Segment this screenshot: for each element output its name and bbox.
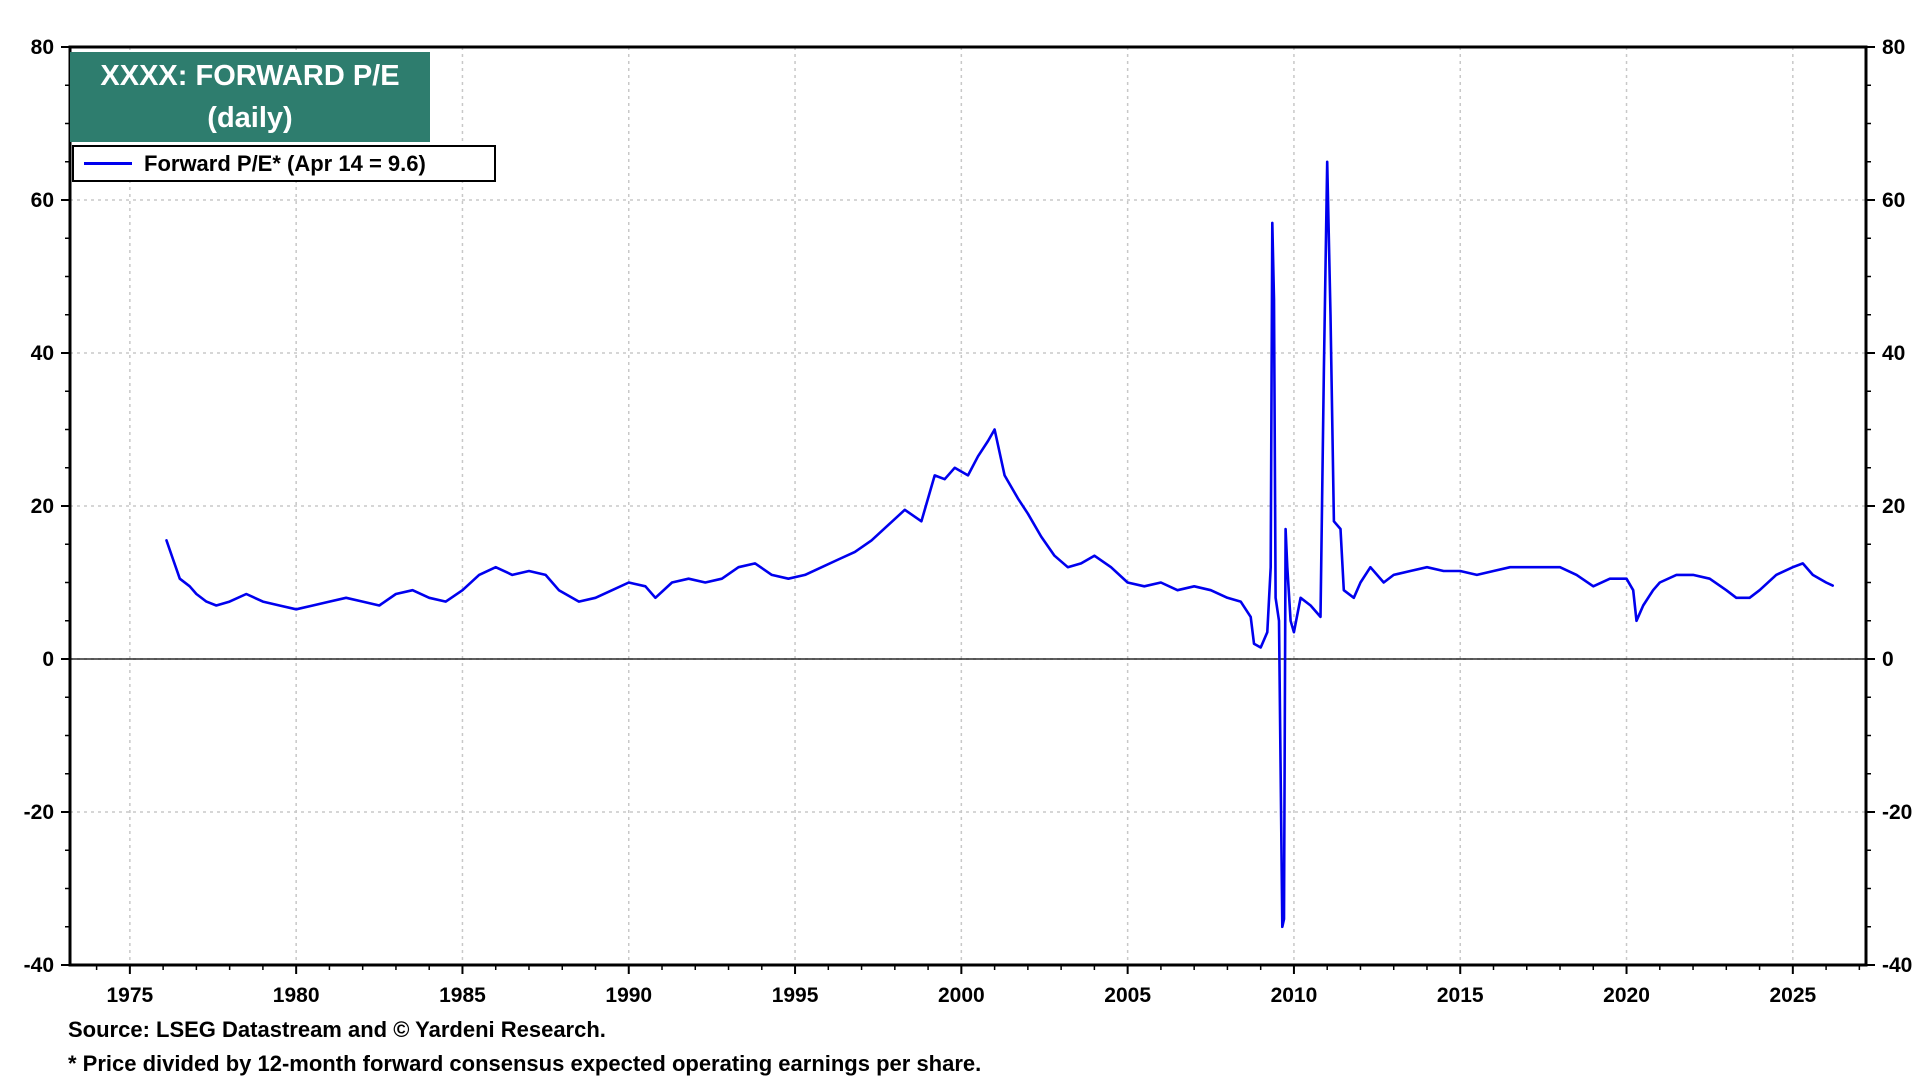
x-tick-label: 2010 [1271, 984, 1318, 1007]
y-tick-label-right: 40 [1882, 342, 1905, 365]
legend: Forward P/E* (Apr 14 = 9.6) [72, 145, 496, 182]
y-tick-label-right: 80 [1882, 36, 1905, 59]
x-tick-label: 1980 [273, 984, 320, 1007]
x-tick-label: 1975 [107, 984, 154, 1007]
series-layer [165, 160, 1834, 929]
y-tick-label-left: -20 [24, 801, 54, 824]
x-tick-label: 2015 [1437, 984, 1484, 1007]
source-note: Source: LSEG Datastream and © Yardeni Re… [68, 1017, 606, 1042]
x-tick-label: 1985 [439, 984, 486, 1007]
grid-lines [70, 47, 1866, 965]
y-tick-label-right: 0 [1882, 648, 1894, 671]
y-tick-label-left: 40 [31, 342, 54, 365]
axis-labels: 1975 1980 1985 1990 1995 2000 2005 2010 2015 2020… [24, 36, 1913, 1007]
y-tick-label-left: -40 [24, 954, 54, 977]
y-tick-label-right: -20 [1882, 801, 1912, 824]
legend-label: Forward P/E* (Apr 14 = 9.6) [144, 151, 426, 176]
legend-swatch [84, 162, 132, 165]
x-tick-label: 1995 [772, 984, 819, 1007]
y-tick-label-right: 20 [1882, 495, 1905, 518]
series-line-forward-pe [165, 160, 1834, 929]
y-tick-label-right: -40 [1882, 954, 1912, 977]
footnote: * Price divided by 12-month forward cons… [68, 1051, 982, 1076]
y-tick-label-left: 60 [31, 189, 54, 212]
chart-title: XXXX: FORWARD P/E [100, 60, 400, 92]
x-tick-label: 1990 [605, 984, 652, 1007]
x-tick-label: 2020 [1603, 984, 1650, 1007]
y-tick-label-left: 20 [31, 495, 54, 518]
x-tick-label: 2025 [1769, 984, 1816, 1007]
axis-ticks [61, 46, 1875, 974]
x-tick-label: 2000 [938, 984, 985, 1007]
chart-title-box: XXXX: FORWARD P/E (daily) [70, 52, 430, 142]
y-tick-label-left: 80 [31, 36, 54, 59]
y-tick-label-right: 60 [1882, 189, 1905, 212]
x-tick-label: 2005 [1104, 984, 1151, 1007]
y-tick-label-left: 0 [42, 648, 54, 671]
chart-subtitle: (daily) [207, 102, 293, 134]
